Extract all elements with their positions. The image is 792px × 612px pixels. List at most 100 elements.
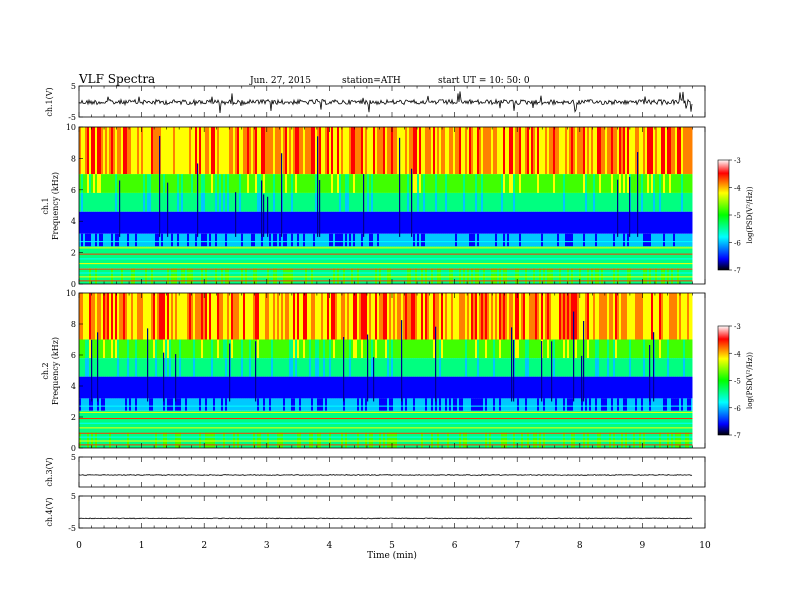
spectrogram-cell <box>95 233 98 247</box>
spectrogram-cell <box>437 376 440 399</box>
spectrogram-cell <box>175 410 178 433</box>
spectrogram-cell <box>131 211 134 234</box>
spectrogram-cell <box>139 233 142 247</box>
spectrogram-cell <box>569 339 572 359</box>
spectrogram-cell <box>137 268 140 284</box>
spectrogram-cell <box>529 246 532 269</box>
spectrogram-cell <box>413 376 416 399</box>
spectrogram-cell <box>245 268 248 284</box>
spectrogram-cell <box>449 127 452 175</box>
spectrogram-cell <box>151 410 154 433</box>
spectrogram-cell <box>111 192 114 212</box>
spectrogram-cell <box>245 358 248 377</box>
spectrogram-cell <box>379 376 382 399</box>
spectrogram-cell <box>183 432 186 448</box>
spectrogram-cell <box>473 192 476 212</box>
spectrogram-cell <box>529 174 532 193</box>
spectrogram-cell <box>565 174 568 193</box>
spectrogram-cell <box>667 293 670 340</box>
spectrogram-cell <box>301 410 304 433</box>
spectrogram-cell <box>671 246 674 269</box>
spectrogram-cell <box>465 211 468 234</box>
spectrogram-cell <box>337 410 340 433</box>
spectrogram-cell <box>499 339 502 359</box>
spectrogram-cell <box>603 432 606 448</box>
spectrogram-cell <box>81 233 84 247</box>
spectrogram-cell <box>213 398 216 411</box>
spectrogram-cell <box>317 358 320 377</box>
spectrogram-cell <box>313 293 316 340</box>
spectrogram-cell <box>611 432 614 448</box>
spectrogram-cell <box>507 376 510 399</box>
spectrogram-cell <box>487 211 490 234</box>
spectrogram-cell <box>561 127 564 175</box>
spectrogram-cell <box>201 174 204 193</box>
spectrogram-cell <box>589 174 592 193</box>
spectrogram-cell <box>297 358 300 377</box>
spectrogram-cell <box>599 432 602 448</box>
spectrogram-cell <box>403 246 406 269</box>
spectrogram-cell <box>337 432 340 448</box>
spectrogram-cell <box>537 233 540 247</box>
spectrogram-cell <box>585 246 588 269</box>
spectrogram-cell <box>185 293 188 340</box>
spectrogram-cell <box>413 127 416 175</box>
spectrogram-cell <box>161 358 164 377</box>
spectrogram-cell <box>667 398 670 411</box>
spectrogram-cell <box>279 246 282 269</box>
spectrogram-cell <box>149 432 152 448</box>
spectrogram-cell <box>313 246 316 269</box>
spectrogram-cell <box>271 432 274 448</box>
spectrogram-cell <box>679 376 682 399</box>
spectrogram-cell <box>419 339 422 359</box>
spectrogram-cell <box>613 339 616 359</box>
spectrogram-cell <box>97 246 100 269</box>
spectrogram-cell <box>325 358 328 377</box>
spectrogram-cell <box>667 376 670 399</box>
spectrogram-cell <box>263 376 266 399</box>
spectrogram-cell <box>95 192 98 212</box>
spectrogram-cell <box>215 233 218 247</box>
spectrogram-cell <box>617 376 620 399</box>
spectrogram-cell <box>679 410 682 433</box>
spectrogram-cell <box>631 246 634 269</box>
spectrogram-cell <box>657 293 660 340</box>
spectrogram-cell <box>449 410 452 433</box>
spectrogram-cell <box>665 293 668 340</box>
spectrogram-cell <box>611 376 614 399</box>
spectrogram-cell <box>327 410 330 433</box>
spectrogram-cell <box>351 246 354 269</box>
spectrogram-cell <box>159 233 162 247</box>
spectrogram-cell <box>681 398 684 411</box>
spectrogram-cell <box>167 376 170 399</box>
spectrogram-cell <box>443 410 446 433</box>
spectrogram-cell <box>283 410 286 433</box>
spectrogram-cell <box>305 432 308 448</box>
spectrogram-cell <box>643 246 646 269</box>
spectrogram-cell <box>575 127 578 175</box>
spectrogram-cell <box>555 246 558 269</box>
spectrogram-cell <box>443 268 446 284</box>
spectrogram-cell <box>571 293 574 340</box>
spectrogram-cell <box>213 127 216 175</box>
spectrogram-cell <box>279 268 282 284</box>
spectrogram-cell <box>179 410 182 433</box>
spectrogram-cell <box>273 376 276 399</box>
spectrogram-cell <box>579 339 582 359</box>
spectrogram-cell <box>373 432 376 448</box>
spectrogram-cell <box>135 233 138 247</box>
spectrogram-cell <box>311 410 314 433</box>
spectrogram-cell <box>123 174 126 193</box>
spectrogram-cell <box>681 211 684 234</box>
spectrogram-cell <box>673 339 676 359</box>
spectrogram-cell <box>557 358 560 377</box>
spectrogram-cell <box>447 432 450 448</box>
spectrogram-cell <box>283 339 286 359</box>
spectrogram-cell <box>295 358 298 377</box>
spectrogram-cell <box>229 211 232 234</box>
spectrogram-cell <box>181 211 184 234</box>
spectrogram-cell <box>395 339 398 359</box>
spectrogram-cell <box>125 398 128 411</box>
spectrogram-cell <box>273 174 276 193</box>
spectrogram-cell <box>603 211 606 234</box>
